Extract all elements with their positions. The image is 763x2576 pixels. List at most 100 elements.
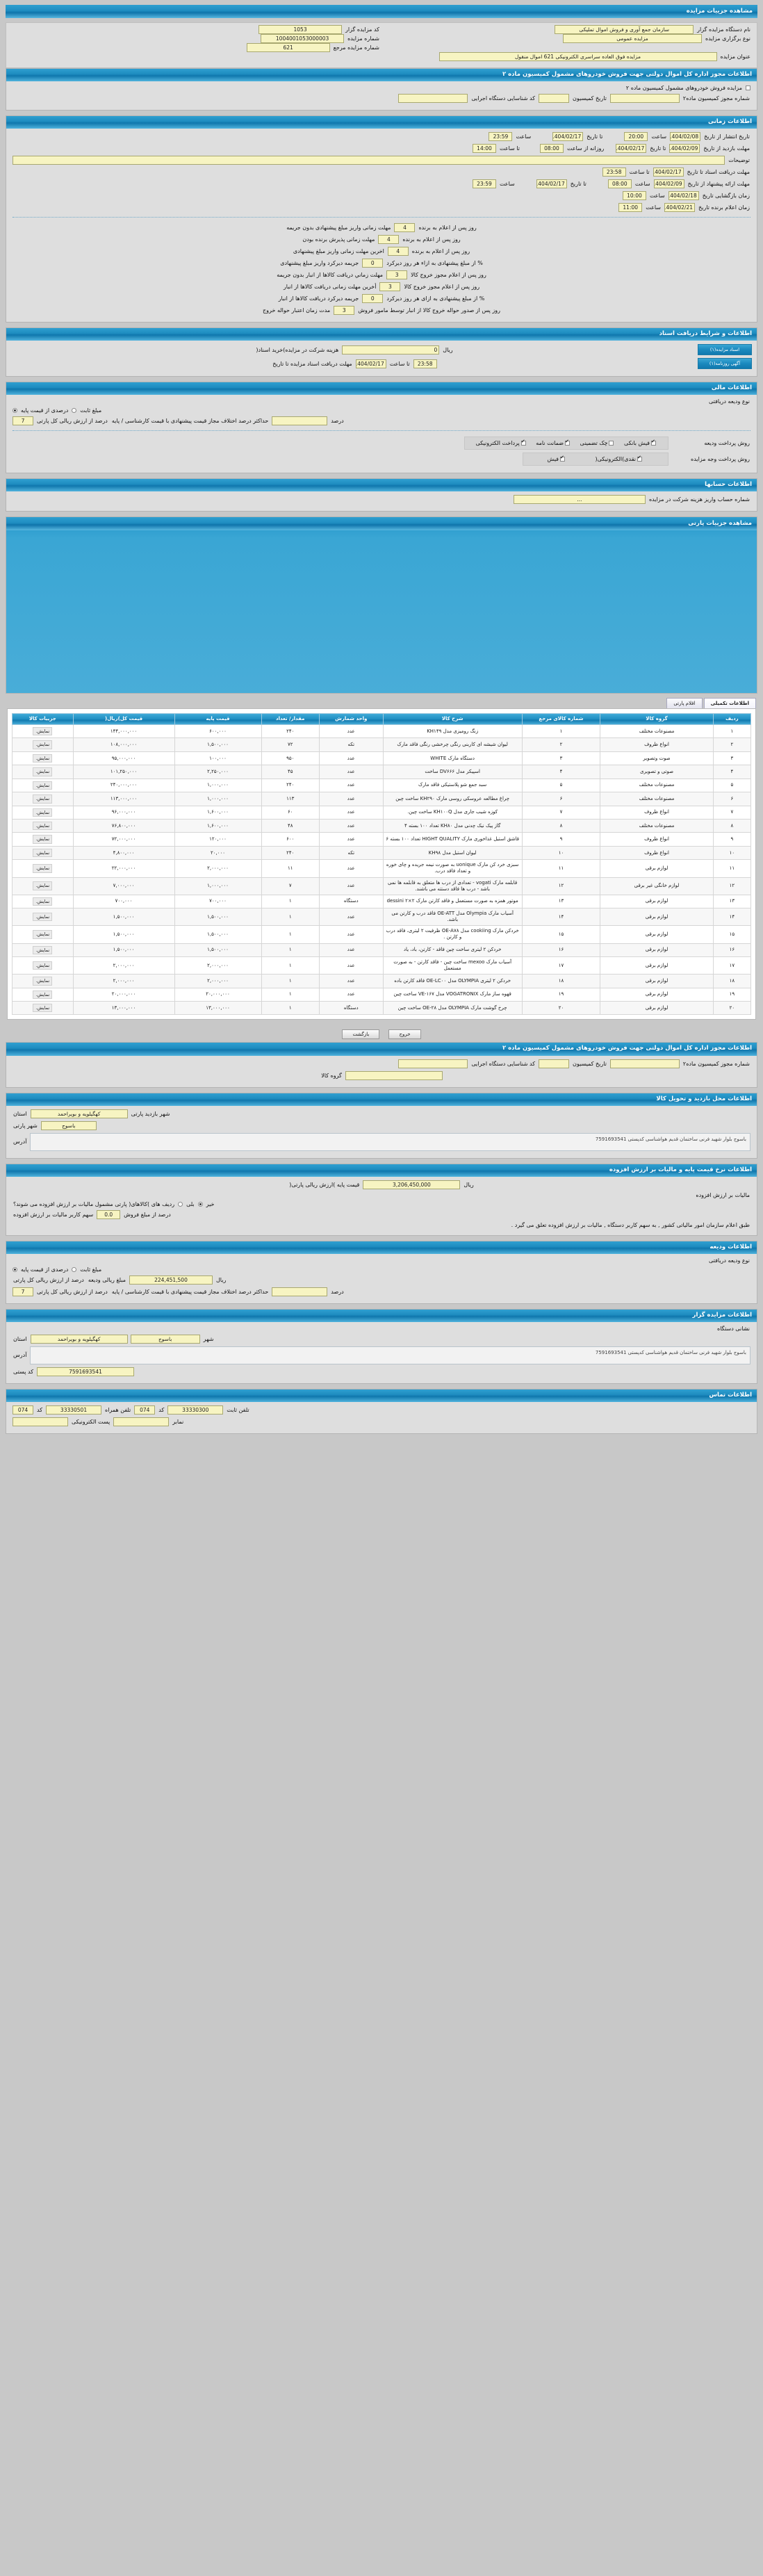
publish-from-date[interactable]: 1404/02/08 <box>670 132 701 142</box>
cell-details[interactable]: نمایش. <box>12 832 74 847</box>
cell-details[interactable]: نمایش. <box>12 956 74 975</box>
view-goods-details-link[interactable]: نمایش. <box>33 753 53 763</box>
view-goods-details-link[interactable]: نمایش. <box>33 848 53 858</box>
view-goods-details-link[interactable]: نمایش. <box>33 822 53 831</box>
cell-details[interactable]: نمایش. <box>12 987 74 1002</box>
view-goods-details-link[interactable]: نمایش. <box>33 930 53 939</box>
view-goods-details-link[interactable]: نمایش. <box>33 864 53 873</box>
deadline-0-value[interactable]: 4 <box>394 223 416 233</box>
cell-details[interactable]: نمایش. <box>12 894 74 909</box>
auction-type-field[interactable]: مزایده عمومی <box>563 34 703 43</box>
cell-details[interactable]: نمایش. <box>12 724 74 739</box>
visit-to-date[interactable]: 1404/02/17 <box>616 144 647 154</box>
cell-details[interactable]: نمایش. <box>12 819 74 833</box>
deposit-fixed-radio-2[interactable] <box>72 1266 77 1272</box>
notes-field[interactable] <box>13 156 725 165</box>
view-goods-details-link[interactable]: نمایش. <box>33 897 53 906</box>
electronic-payment-checkbox[interactable] <box>520 439 526 446</box>
deposit-percent-radio-2[interactable] <box>13 1266 17 1272</box>
deposit-fixed-radio[interactable] <box>72 408 77 414</box>
deadline-2-value[interactable]: 4 <box>387 247 409 256</box>
fax-field[interactable] <box>113 1417 170 1426</box>
bottom-exec-org-code-field[interactable] <box>398 1059 468 1068</box>
view-goods-details-link[interactable]: نمایش. <box>33 881 53 890</box>
tab-partial-items[interactable]: اقلام پارتی <box>666 698 703 709</box>
guarantee-letter-checkbox[interactable] <box>565 439 570 446</box>
cash-electronic-checkbox[interactable] <box>637 455 642 462</box>
deadline-5-value[interactable]: 3 <box>379 282 401 292</box>
deposit-method-guarantee-cheque[interactable]: چک تضمینی <box>580 440 616 446</box>
view-goods-details-link[interactable]: نمایش. <box>33 1004 53 1013</box>
visit-daily-from-time[interactable]: 08:00 <box>539 144 564 154</box>
cell-details[interactable]: نمایش. <box>12 877 74 895</box>
auction-method-cash-electronic[interactable]: نقدی)الکترونیکی( <box>596 455 643 462</box>
visit-city-field[interactable]: باسوج <box>40 1120 97 1130</box>
tab-supplementary-info[interactable]: اطلاعات تکمیلی <box>703 698 756 709</box>
ref-number-field[interactable]: 621 <box>246 43 330 52</box>
publish-to-date[interactable]: 1404/02/17 <box>552 132 584 142</box>
base-price-field[interactable]: 3,206,450,000 <box>363 1180 461 1189</box>
bank-receipt-checkbox[interactable] <box>651 439 656 446</box>
cell-details[interactable]: نمایش. <box>12 943 74 957</box>
org-city-field[interactable]: باسوج <box>130 1334 200 1344</box>
deposit-amount-field[interactable]: 224,451,500 <box>129 1275 213 1285</box>
visit-from-date[interactable]: 1404/02/09 <box>669 144 700 154</box>
deposit-method-electronic[interactable]: پرداخت الکترونیکی <box>475 439 527 446</box>
cell-details[interactable]: نمایش. <box>12 1001 74 1016</box>
opening-date[interactable]: 1404/02/18 <box>668 191 699 201</box>
visit-address-field[interactable]: باسوج بلوار شهید فرنی ساختمان قدیم هواشن… <box>30 1132 750 1151</box>
docs-receive-deadline-date[interactable]: 1404/02/17 <box>355 359 386 368</box>
tel-field[interactable]: 33330300 <box>167 1405 224 1415</box>
auction-title-field[interactable]: مزایده فوق العاده سراسری الکترونیکی 621 … <box>438 52 717 61</box>
deposit-method-bank-receipt[interactable]: فیش بانکی <box>624 439 657 446</box>
offer-to-time[interactable]: 23:59 <box>472 179 496 189</box>
account-number-field[interactable]: ... <box>513 495 646 505</box>
offer-to-date[interactable]: 1404/02/17 <box>536 179 567 189</box>
cell-details[interactable]: نمایش. <box>12 737 74 752</box>
cell-details[interactable]: نمایش. <box>12 751 74 766</box>
deposit-percent-radio[interactable] <box>13 408 17 414</box>
visit-daily-to-time[interactable]: 14:00 <box>472 144 496 154</box>
docs-receive-deadline-time[interactable]: 23:58 <box>413 359 437 368</box>
cell-details[interactable]: نمایش. <box>12 859 74 878</box>
guarantee-cheque-checkbox[interactable] <box>609 441 614 446</box>
publish-from-time[interactable]: 20:00 <box>624 132 648 142</box>
percent-value-field[interactable]: 7 <box>13 416 33 426</box>
view-goods-details-link[interactable]: نمایش. <box>33 808 53 817</box>
view-goods-details-link[interactable]: نمایش. <box>33 794 53 804</box>
back-button[interactable]: بازگشت <box>342 1029 380 1040</box>
tel-code-field[interactable]: 074 <box>134 1405 156 1415</box>
deadline-1-value[interactable]: 4 <box>378 235 400 245</box>
cell-details[interactable]: نمایش. <box>12 765 74 779</box>
vat-amount-field[interactable]: 0.0 <box>97 1209 121 1219</box>
org-address-field[interactable]: باسوج بلوار شهید فرنی ساختمان قدیم هواشن… <box>30 1346 750 1364</box>
deposit-max-diff-field[interactable] <box>272 1287 328 1296</box>
view-goods-details-link[interactable]: نمایش. <box>33 961 53 970</box>
org-province-field[interactable]: کهگیلویه و بویراحمد <box>30 1334 128 1344</box>
opening-time[interactable]: 10:00 <box>622 191 646 201</box>
docs-deadline-time[interactable]: 23:58 <box>602 168 626 177</box>
cell-details[interactable]: نمایش. <box>12 925 74 944</box>
view-goods-details-link[interactable]: نمایش. <box>33 767 53 776</box>
deadline-4-value[interactable]: 3 <box>386 270 408 280</box>
cell-details[interactable]: نمایش. <box>12 908 74 927</box>
receipt-checkbox[interactable] <box>559 455 565 462</box>
vat-no-radio[interactable] <box>197 1201 203 1207</box>
deadline-7-value[interactable]: 3 <box>334 306 355 316</box>
view-goods-details-link[interactable]: نمایش. <box>33 740 53 749</box>
bottom-permit-number-field[interactable] <box>609 1059 680 1068</box>
view-goods-details-link[interactable]: نمایش. <box>33 977 53 986</box>
cell-details[interactable]: نمایش. <box>12 792 74 806</box>
vehicle-commission-checkbox[interactable] <box>746 85 750 91</box>
view-goods-details-link[interactable]: نمایش. <box>33 781 53 790</box>
cell-details[interactable]: نمایش. <box>12 778 74 793</box>
winner-date[interactable]: 1404/02/21 <box>664 203 695 213</box>
view-goods-details-link[interactable]: نمایش. <box>33 835 53 844</box>
permit-number-field[interactable] <box>609 94 680 104</box>
view-goods-details-link[interactable]: نمایش. <box>33 913 53 922</box>
visit-province-field[interactable]: کهگیلویه و بویراحمد <box>30 1109 128 1118</box>
cell-details[interactable]: نمایش. <box>12 805 74 820</box>
view-goods-details-link[interactable]: نمایش. <box>33 726 53 736</box>
deposit-percent-field[interactable]: 7 <box>13 1287 33 1296</box>
participation-fee-field[interactable]: 0 <box>342 345 440 354</box>
